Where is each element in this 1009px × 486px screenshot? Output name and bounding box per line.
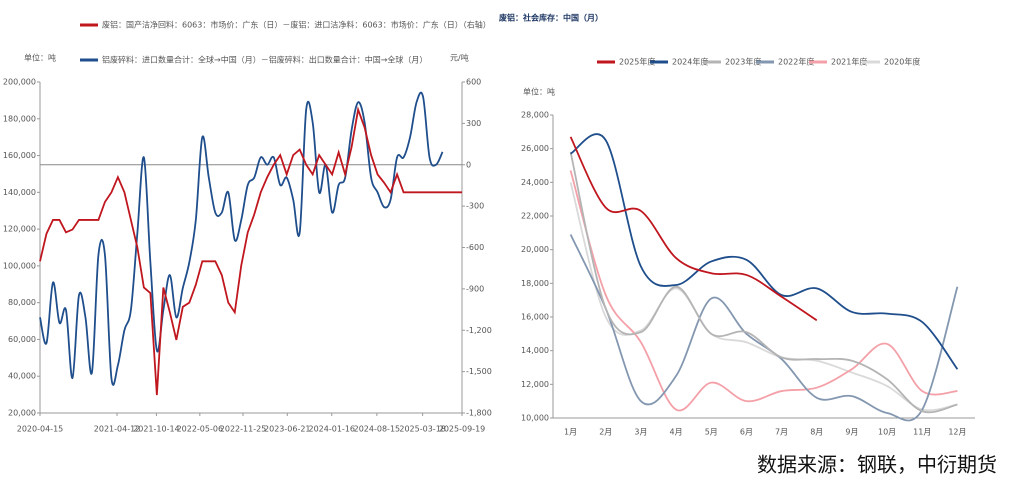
legend-label: 2020年度 — [884, 57, 920, 67]
y-tick-label: 20,000 — [521, 245, 549, 254]
x-tick-label: 12月 — [948, 428, 966, 437]
legend-label: 2022年度 — [778, 57, 814, 67]
y-tick-label: 14,000 — [521, 346, 549, 355]
x-tick-label: 5月 — [705, 428, 718, 437]
series-line — [39, 106, 462, 396]
y-tick-label: 26,000 — [521, 144, 549, 153]
y-tick-label: 16,000 — [521, 313, 549, 322]
y-tick-label: 200,000 — [3, 78, 36, 87]
x-tick-label: 2023-06-21 — [264, 425, 311, 434]
y-tick-label: 22,000 — [521, 212, 549, 221]
x-tick-label: 1月 — [564, 428, 577, 437]
legend-label: 2023年度 — [725, 57, 761, 67]
chart-title: 废铝：社会库存：中国（月） — [499, 13, 603, 23]
y2-tick-label: -1,200 — [466, 326, 492, 335]
x-tick-label: 2020-04-15 — [17, 425, 64, 434]
y2-tick-label: 600 — [466, 78, 481, 87]
series-line — [569, 151, 958, 414]
y-tick-label: 28,000 — [521, 111, 549, 120]
y2-tick-label: -600 — [466, 243, 484, 252]
y-tick-label: 18,000 — [521, 279, 549, 288]
y-tick-label: 10,000 — [521, 414, 549, 423]
x-tick-label: 2月 — [599, 428, 612, 437]
series-line — [569, 136, 818, 322]
y2-tick-label: 300 — [466, 119, 481, 128]
legend-label: 2021年度 — [831, 57, 867, 67]
x-tick-label: 3月 — [634, 428, 647, 437]
y-tick-label: 160,000 — [3, 151, 36, 160]
series-line — [39, 91, 444, 386]
x-tick-label: 9月 — [845, 428, 858, 437]
series-line — [569, 170, 958, 412]
x-tick-label: 2024-01-16 — [309, 425, 356, 434]
y-tick-label: 140,000 — [3, 188, 36, 197]
x-tick-label: 10月 — [878, 428, 896, 437]
x-tick-label: 4月 — [670, 428, 683, 437]
x-tick-label: 2021-04-12 — [94, 425, 141, 434]
y-axis-label: 单位：吨 — [523, 87, 555, 97]
y-tick-label: 80,000 — [8, 298, 36, 307]
y-axis-label: 单位：吨 — [24, 53, 56, 63]
legend-label: 铝废碎料：进口数量合计：全球→中国（月）－铝废碎料：出口数量合计：中国→全球（月… — [102, 55, 427, 65]
x-tick-label: 6月 — [740, 428, 753, 437]
y-tick-label: 120,000 — [3, 225, 36, 234]
x-tick-label: 11月 — [913, 428, 931, 437]
y2-tick-label: 0 — [466, 160, 471, 169]
footer: 数据来源：钢联，中衍期货 — [757, 453, 997, 477]
y-tick-label: 100,000 — [3, 261, 36, 270]
legend-label: 2024年度 — [672, 57, 708, 67]
y-tick-label: 40,000 — [8, 372, 36, 381]
x-tick-label: 2024-08-15 — [354, 425, 401, 434]
legend-label: 废铝：国产洁净回料：6063：市场价：广东（日）－废铝：进口洁净料：6063：市… — [102, 20, 491, 30]
y2-axis-label: 元/吨 — [450, 53, 469, 63]
y2-tick-label: -1,800 — [466, 409, 492, 418]
y2-tick-label: -300 — [466, 202, 484, 211]
series-line — [569, 234, 959, 422]
x-tick-label: 2025-03-18 — [399, 425, 446, 434]
x-tick-label: 8月 — [810, 428, 823, 437]
y2-tick-label: -900 — [466, 284, 484, 293]
series-line — [570, 133, 959, 370]
y-tick-label: 24,000 — [521, 178, 549, 187]
x-tick-label: 7月 — [775, 428, 788, 437]
y-tick-label: 180,000 — [3, 114, 36, 123]
series-line — [569, 182, 958, 412]
x-tick-label: 2021-10-14 — [133, 425, 180, 434]
x-tick-label: 2025-09-19 — [439, 425, 486, 434]
x-tick-label: 2022-05-06 — [177, 425, 224, 434]
x-tick-label: 2022-11-25 — [220, 425, 267, 434]
y2-tick-label: -1,500 — [466, 367, 492, 376]
legend-label: 2025年度 — [619, 57, 655, 67]
y-tick-label: 20,000 — [8, 409, 36, 418]
y-tick-label: 12,000 — [521, 380, 549, 389]
y-tick-label: 60,000 — [8, 335, 36, 344]
